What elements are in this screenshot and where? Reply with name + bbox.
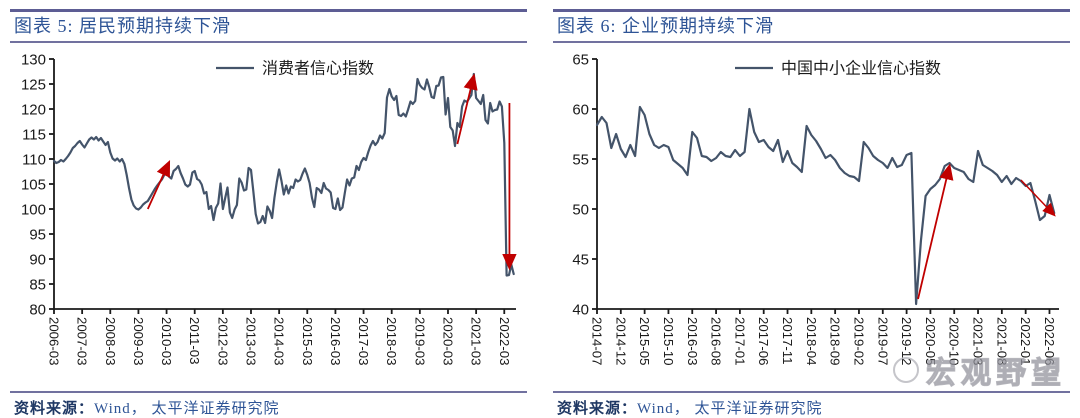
legend: 中国中小企业信心指数 bbox=[735, 60, 941, 78]
x-tick-label: 2007-03 bbox=[75, 317, 90, 365]
x-tick-label: 2021-03 bbox=[469, 317, 484, 365]
x-tick-label: 2017-03 bbox=[356, 317, 371, 365]
y-tick-label: 100 bbox=[21, 201, 46, 218]
x-tick-label: 2015-10 bbox=[661, 317, 676, 365]
y-tick-label: 50 bbox=[572, 201, 589, 218]
panel-top-rule bbox=[10, 9, 527, 12]
x-tick-label: 2013-03 bbox=[243, 317, 258, 365]
sme-confidence-chart: 40 45 50 55 60 65 2014-07 2014-12 2015-05 2015-10… bbox=[572, 51, 1059, 365]
y-tick-label: 55 bbox=[572, 151, 589, 168]
axes bbox=[49, 58, 516, 314]
consumer-confidence-chart: 80 85 90 95 100 105 110 115 120 125 130 2006-03 2007… bbox=[21, 51, 517, 365]
x-tick-label: 2018-09 bbox=[828, 317, 843, 365]
x-tick-label: 2020-05 bbox=[923, 317, 938, 365]
y-tick-label: 95 bbox=[29, 226, 46, 243]
y-tick-label: 40 bbox=[572, 301, 589, 318]
x-tick-label: 2021-08 bbox=[994, 317, 1009, 365]
y-tick-label: 130 bbox=[21, 51, 46, 68]
y-tick-label: 110 bbox=[22, 151, 46, 168]
x-tick-label: 2008-03 bbox=[103, 317, 118, 365]
x-tick-label: 2022-03 bbox=[497, 317, 512, 365]
x-tick-label: 2019-12 bbox=[899, 317, 914, 365]
x-tick-label: 2011-03 bbox=[187, 317, 202, 364]
chart-6-title: 图表 6: 企业预期持续下滑 bbox=[553, 12, 1070, 43]
legend-label: 中国中小企业信心指数 bbox=[781, 60, 941, 78]
y-tick-label: 45 bbox=[572, 251, 589, 268]
panel-chart-5: 图表 5: 居民预期持续下滑 80 85 90 95 100 105 110 115 120 12… bbox=[10, 9, 527, 418]
x-tick-label: 2019-03 bbox=[412, 317, 427, 365]
x-tick-label: 2010-03 bbox=[159, 317, 174, 365]
series-line bbox=[595, 105, 1056, 306]
x-tick-label: 2021-03 bbox=[971, 317, 986, 365]
x-tick-label: 2022-06 bbox=[1042, 317, 1057, 365]
x-tick-label: 2016-03 bbox=[328, 317, 343, 365]
tick-labels: 80 85 90 95 100 105 110 115 120 125 130 2006-03 2007… bbox=[21, 51, 512, 365]
trend-arrow bbox=[1020, 179, 1056, 217]
chart-5-title: 图表 5: 居民预期持续下滑 bbox=[10, 12, 527, 43]
legend: 消费者信心指数 bbox=[216, 60, 374, 78]
x-tick-label: 2017-06 bbox=[756, 317, 771, 365]
y-tick-label: 90 bbox=[29, 251, 46, 268]
y-tick-label: 105 bbox=[21, 176, 46, 193]
x-tick-label: 2017-11 bbox=[780, 317, 795, 364]
x-tick-label: 2012-03 bbox=[215, 317, 230, 365]
legend-label: 消费者信心指数 bbox=[262, 60, 374, 78]
x-tick-label: 2019-07 bbox=[875, 317, 890, 365]
x-tick-label: 2014-07 bbox=[590, 317, 605, 365]
x-tick-label: 2015-05 bbox=[637, 317, 652, 365]
chart-6-area: 40 45 50 55 60 65 2014-07 2014-12 2015-05 2015-10… bbox=[553, 43, 1070, 390]
y-tick-label: 60 bbox=[572, 101, 589, 118]
y-tick-label: 80 bbox=[29, 301, 46, 318]
x-tick-label: 2020-03 bbox=[440, 317, 455, 365]
source-text: Wind， 太平洋证券研究院 bbox=[637, 401, 823, 417]
source-text: Wind， 太平洋证券研究院 bbox=[94, 401, 280, 417]
panel-top-rule bbox=[553, 9, 1070, 12]
x-tick-label: 2014-03 bbox=[272, 317, 287, 365]
axes bbox=[592, 58, 1059, 314]
x-tick-label: 2015-03 bbox=[300, 317, 315, 365]
source-label: 资料来源： bbox=[14, 401, 95, 417]
y-tick-label: 115 bbox=[22, 126, 46, 143]
chart-5-source: 资料来源：Wind， 太平洋证券研究院 bbox=[10, 391, 527, 418]
x-tick-label: 2018-04 bbox=[804, 317, 819, 365]
y-tick-label: 125 bbox=[21, 76, 46, 93]
chart-5-area: 80 85 90 95 100 105 110 115 120 125 130 2006-03 2007… bbox=[10, 43, 527, 390]
y-tick-label: 120 bbox=[21, 101, 46, 118]
x-tick-label: 2020-10 bbox=[947, 317, 962, 365]
panel-chart-6: 图表 6: 企业预期持续下滑 40 45 50 55 60 65 2014-07 2014-1… bbox=[553, 9, 1070, 418]
x-tick-label: 2019-02 bbox=[851, 317, 866, 365]
x-tick-label: 2016-03 bbox=[685, 317, 700, 365]
y-tick-label: 65 bbox=[572, 51, 589, 68]
trend-arrow bbox=[917, 163, 954, 300]
x-tick-label: 2014-12 bbox=[613, 317, 628, 365]
x-tick-label: 2018-03 bbox=[384, 317, 399, 365]
x-tick-label: 2016-08 bbox=[709, 317, 724, 365]
tick-labels: 40 45 50 55 60 65 2014-07 2014-12 2015-05 2015-10… bbox=[572, 51, 1057, 365]
trend-arrow bbox=[456, 73, 478, 145]
source-label: 资料来源： bbox=[557, 401, 638, 417]
x-tick-label: 2006-03 bbox=[47, 317, 62, 365]
y-tick-label: 85 bbox=[29, 276, 46, 293]
chart-6-source: 资料来源：Wind， 太平洋证券研究院 bbox=[553, 391, 1070, 418]
x-tick-label: 2017-01 bbox=[732, 317, 747, 365]
x-tick-label: 2009-03 bbox=[131, 317, 146, 365]
x-tick-label: 2022-01 bbox=[1018, 317, 1033, 365]
trend-arrow bbox=[146, 160, 171, 210]
series-line bbox=[52, 72, 515, 277]
